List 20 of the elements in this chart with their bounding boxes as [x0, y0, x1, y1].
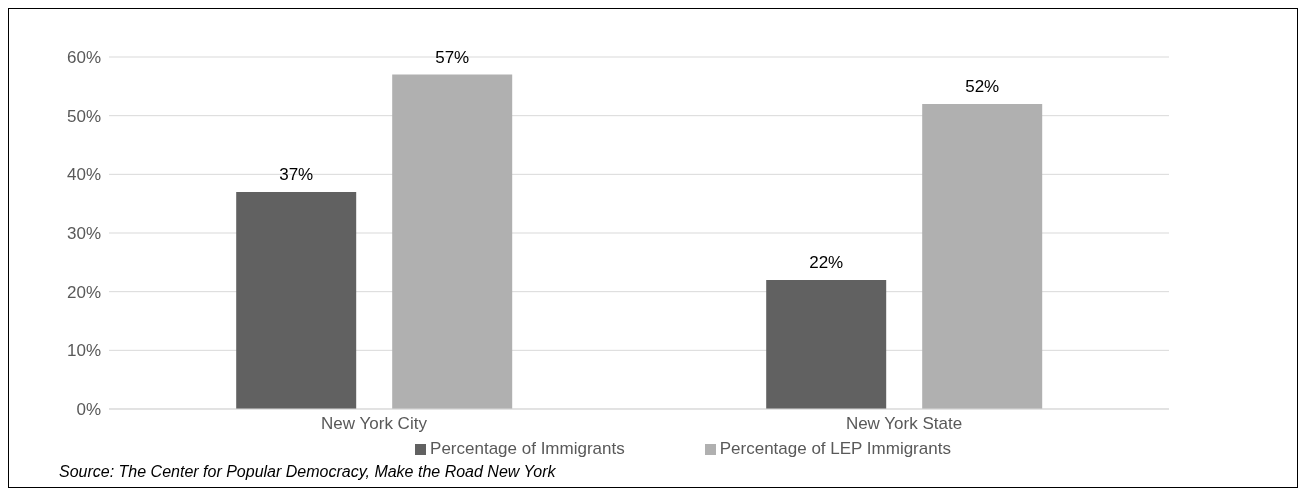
legend-label: Percentage of LEP Immigrants	[718, 439, 951, 459]
y-tick-label: 40%	[66, 165, 101, 185]
data-label: 22%	[809, 252, 844, 272]
data-label: 52%	[965, 76, 1000, 96]
source-note: Source: The Center for Popular Democracy, Make the Road New York	[59, 463, 557, 481]
bar	[392, 74, 513, 409]
y-tick-label: 60%	[66, 48, 101, 68]
x-tick-label: New York City	[321, 414, 428, 434]
data-label: 57%	[435, 47, 470, 67]
data-label: 37%	[279, 164, 314, 184]
y-tick-label: 10%	[66, 341, 101, 361]
y-tick-label: 0%	[76, 400, 101, 420]
x-tick-label: New York State	[845, 414, 963, 434]
bar	[236, 191, 357, 409]
y-tick-label: 30%	[66, 224, 101, 244]
bar	[766, 279, 887, 409]
legend-label: Percentage of Immigrants	[429, 439, 625, 459]
y-tick-label: 20%	[66, 282, 101, 302]
y-tick-label: 50%	[66, 106, 101, 126]
bar	[922, 103, 1043, 409]
